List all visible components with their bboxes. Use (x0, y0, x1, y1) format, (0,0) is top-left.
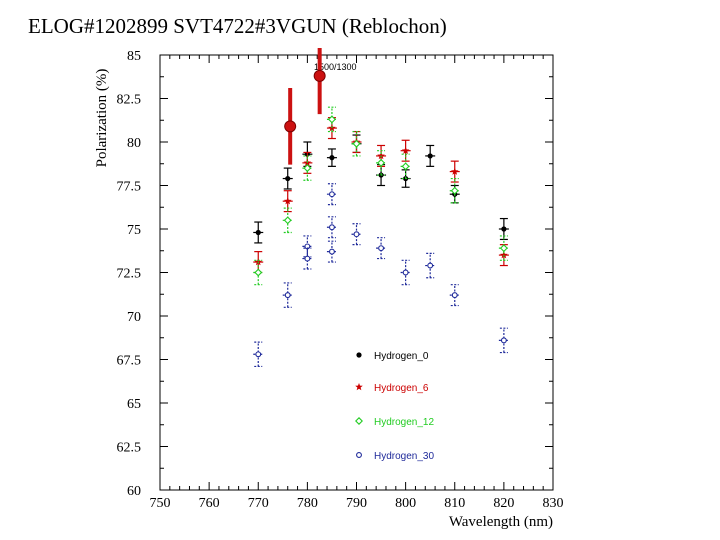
y-tick-label: 67.5 (117, 354, 142, 369)
series-high-current-points (284, 48, 326, 165)
data-point (377, 158, 386, 167)
y-tick-label: 65 (127, 397, 141, 412)
data-point (401, 146, 410, 154)
data-point (254, 268, 263, 277)
data-point (353, 231, 360, 238)
plot-frame (159, 54, 554, 491)
data-point (304, 255, 311, 262)
series-hydrogen-12 (253, 106, 509, 286)
data-series (253, 48, 509, 368)
y-axis-title: Polarization (%) (94, 69, 110, 168)
data-point (328, 224, 335, 231)
data-point (499, 244, 508, 253)
data-point (303, 164, 312, 173)
y-tick-label: 62.5 (117, 441, 142, 456)
data-point (328, 191, 335, 198)
data-point (427, 153, 433, 159)
legend: Hydrogen_0 Hydrogen_6 Hydrogen_12 Hydrogen_… (355, 351, 434, 462)
x-tick-label: 760 (199, 496, 220, 511)
legend-label: Hydrogen_12 (374, 417, 434, 428)
legend-marker (355, 383, 363, 391)
data-point (327, 115, 336, 124)
data-point (285, 175, 291, 182)
x-tick-label: 800 (395, 496, 416, 511)
x-tick-label: 790 (346, 496, 367, 511)
data-point (329, 155, 335, 161)
data-point (284, 120, 297, 133)
series-hydrogen-30 (253, 183, 509, 368)
data-point (401, 162, 410, 171)
data-point (377, 151, 385, 160)
data-point (283, 197, 292, 205)
y-tick-label: 77.5 (117, 180, 142, 195)
x-tick-label: 820 (493, 496, 514, 511)
y-tick-label: 72.5 (117, 267, 142, 282)
data-point (313, 69, 326, 82)
x-tick-label: 830 (543, 496, 564, 511)
data-point (402, 269, 409, 276)
data-point (500, 337, 507, 344)
legend-label: Hydrogen_0 (374, 351, 429, 362)
y-tick-label: 60 (127, 484, 141, 499)
data-point (283, 216, 292, 225)
x-tick-label: 770 (248, 496, 269, 511)
data-point (352, 139, 361, 148)
data-point (450, 186, 459, 195)
y-tick-label: 85 (127, 49, 141, 64)
data-point (255, 351, 262, 358)
data-point (255, 229, 261, 236)
data-point (427, 262, 434, 269)
x-tick-label: 750 (150, 496, 171, 511)
x-axis-title: Wavelength (nm) (449, 514, 553, 530)
data-point (450, 167, 459, 175)
y-tick-label: 70 (127, 310, 141, 325)
data-point (284, 292, 291, 299)
x-tick-label: 780 (297, 496, 318, 511)
annotation-label: 1500/1300 (314, 62, 357, 72)
slide-title: ELOG#1202899 SVT4722#3VGUN (Reblochon) (28, 14, 447, 38)
data-point (328, 248, 335, 255)
data-point (378, 245, 385, 252)
legend-label: Hydrogen_30 (374, 451, 434, 462)
y-axis: 60 62.5 65 67.5 70 72.5 75 77.5 80 82.5 85 (117, 49, 553, 499)
legend-label: Hydrogen_6 (374, 383, 429, 394)
x-tick-label: 810 (444, 496, 465, 511)
legend-marker (355, 417, 363, 425)
y-tick-label: 82.5 (117, 93, 142, 108)
data-point (451, 292, 458, 299)
x-axis: 750 760 770 780 790 800 810 820 830 (150, 55, 564, 511)
legend-marker (356, 352, 362, 358)
y-tick-label: 80 (127, 136, 141, 151)
legend-marker (356, 452, 362, 458)
data-point (500, 251, 508, 259)
y-tick-label: 75 (127, 223, 141, 238)
data-point (501, 226, 507, 232)
